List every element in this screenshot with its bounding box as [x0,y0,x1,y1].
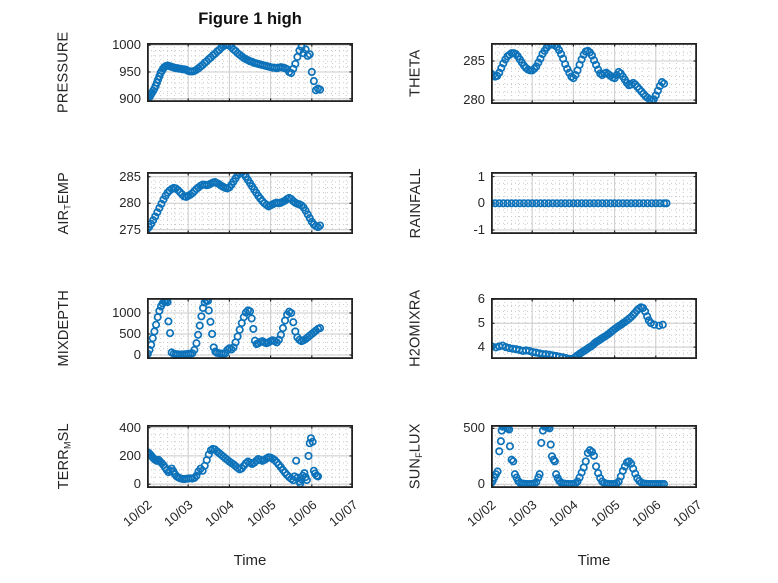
y-tick-label: 275 [119,221,141,237]
air-temp-plot-area [147,172,353,234]
h2omixra-y-axis-label: H2OMIXRA [407,289,424,368]
y-tick-label: 900 [119,90,141,106]
sun-flux-plot-area [491,425,697,488]
subplot-h2omixra: H2OMIXRA 4 5 6 [408,290,697,367]
y-tick-label: 950 [119,63,141,79]
pressure-plot-area [147,43,353,102]
terr-msl-y-axis-label: TERRMSL [55,423,73,490]
figure-title: Figure 1 high [198,10,302,28]
subplot-theta: THETA 280 285 [408,43,697,107]
mixdepth-plot-area [147,298,353,359]
y-tick-label: 0 [133,476,141,492]
subplot-sun-flux: SUNFLUX Time 0 500 10/02 10/03 10/04 10/05 10/… [408,420,705,569]
y-tick-label: 0 [477,476,485,492]
y-tick-label: 285 [119,168,141,184]
theta-plot-area [491,43,697,104]
x-axis-label-time-right: Time [577,552,611,569]
y-tick-label: 400 [119,419,141,435]
y-tick-label: 280 [119,195,141,211]
y-tick-label: 4 [477,339,485,355]
y-tick-label: 1000 [112,37,141,53]
y-tick-label: 500 [463,420,485,436]
y-tick-label: 6 [477,291,485,307]
y-tick-label: 0 [133,346,141,362]
subplot-terr-msl: TERRMSL Time 0 200 400 10/02 10/03 10/04 10/05… [56,420,361,569]
terr-msl-plot-area [147,425,353,488]
y-tick-label: 285 [463,52,485,68]
air-temp-y-axis-label: AIRTEMP [55,171,73,235]
subplot-rainfall: RAINFALL -1 0 1 [408,168,697,238]
pressure-y-axis-label: PRESSURE [55,31,72,114]
subplot-pressure: PRESSURE 900 950 1000 [56,32,353,113]
y-tick-label: -1 [473,221,485,237]
y-tick-label: 280 [463,92,485,108]
y-tick-label: 200 [119,447,141,463]
x-axis-label-time-left: Time [233,552,267,569]
y-tick-label: 1 [477,168,485,184]
y-tick-label: 0 [477,195,485,211]
y-tick-label: 5 [477,315,485,331]
subplot-air-temp: AIRTEMP 275 280 285 [56,169,353,237]
rainfall-y-axis-label: RAINFALL [407,167,424,239]
h2omixra-plot-area [491,298,697,359]
mixdepth-y-axis-label: MIXDEPTH [55,290,72,367]
theta-y-axis-label: THETA [407,49,424,98]
y-tick-label: 1000 [112,304,141,320]
y-tick-label: 500 [119,325,141,341]
rainfall-plot-area [491,172,697,234]
sun-flux-y-axis-label: SUNFLUX [407,423,425,490]
subplot-mixdepth: MIXDEPTH 0 500 1000 [56,290,353,367]
